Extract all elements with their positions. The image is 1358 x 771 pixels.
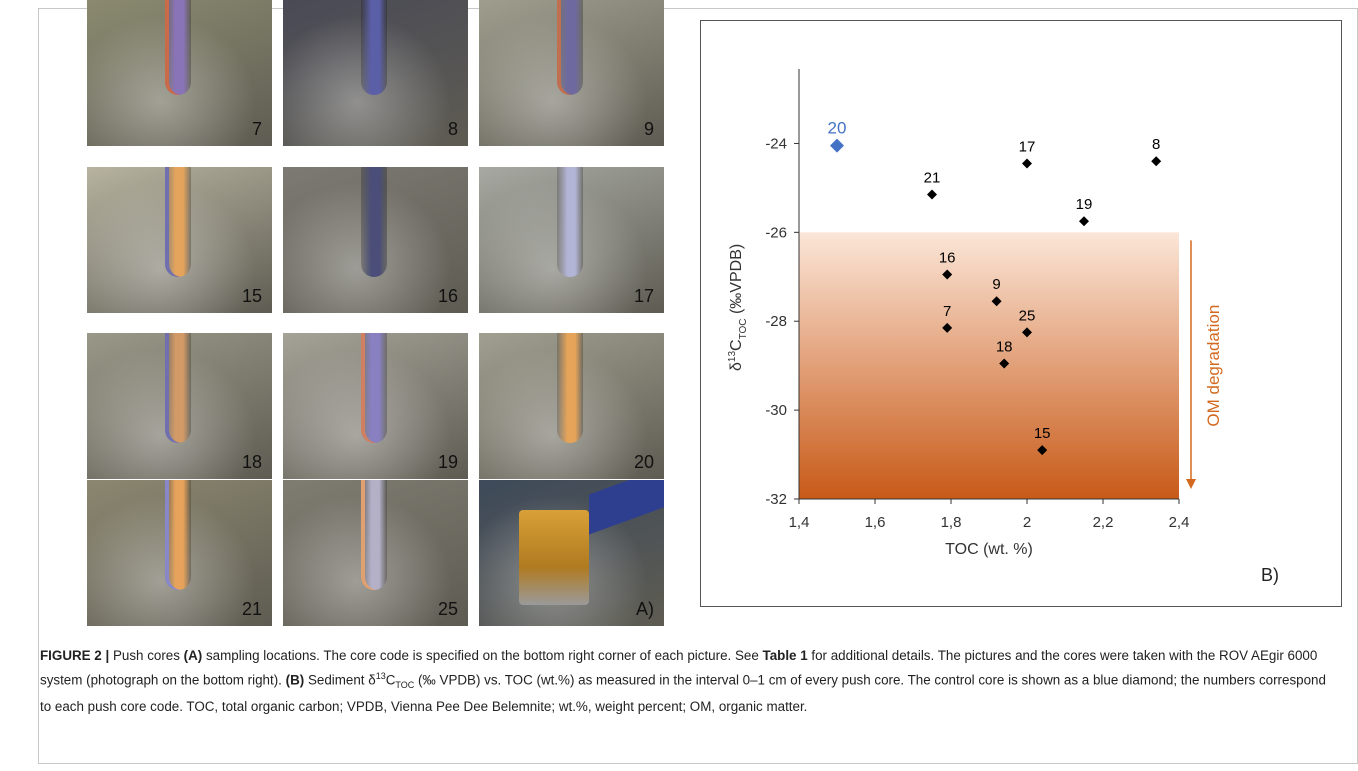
push-core-tube — [361, 167, 387, 277]
push-core-tube — [361, 480, 387, 590]
y-tick-label: -32 — [765, 491, 787, 508]
core-code-label: 16 — [437, 286, 458, 306]
y-tick-label: -24 — [765, 135, 787, 152]
chart-panel: 1,4 1,6 1,8 2 2,2 2,4 -24 -26 -28 -30 -32 TOC (wt. … — [700, 20, 1342, 607]
push-core-tube — [165, 480, 191, 590]
core-code-label: 7 — [251, 119, 262, 139]
scatter-chart: 1,4 1,6 1,8 2 2,2 2,4 -24 -26 -28 -30 -32 TOC (wt. … — [727, 69, 1279, 585]
data-point-25 — [1022, 327, 1032, 338]
core-photo-8: 8 — [283, 0, 468, 146]
core-code-label: 19 — [437, 452, 458, 472]
figure-caption: FIGURE 2 | Push cores (A) sampling locat… — [40, 645, 1340, 717]
core-code-label: 21 — [241, 599, 262, 619]
core-photo-25: 25 — [283, 480, 468, 626]
core-photo-16: 16 — [283, 167, 468, 313]
data-point-label-17: 17 — [1019, 138, 1036, 155]
caption-sup-13: 13 — [375, 671, 386, 681]
degradation-arrow-head — [1186, 479, 1196, 489]
core-photo-21: 21 — [87, 480, 272, 626]
push-core-tube — [361, 0, 387, 95]
core-code-label: 25 — [437, 599, 458, 619]
x-tick-label: 2 — [1023, 514, 1031, 531]
data-point-label-9: 9 — [992, 276, 1000, 293]
caption-panel-a: (A) — [183, 648, 203, 663]
x-tick-label: 1,8 — [941, 514, 962, 531]
core-photo-7: 7 — [87, 0, 272, 146]
degradation-arrow-label: OM degradation — [1204, 305, 1223, 427]
push-core-tube — [557, 167, 583, 277]
x-axis-label: TOC (wt. %) — [945, 541, 1033, 558]
data-point-18 — [999, 358, 1010, 369]
caption-sub-toc: TOC — [395, 680, 415, 691]
caption-text-4: Sediment δ — [304, 672, 376, 688]
push-core-tube — [361, 333, 387, 443]
push-core-tube — [165, 167, 191, 277]
data-point-16 — [942, 269, 953, 280]
caption-text-5: C — [385, 672, 396, 688]
core-photo-17: 17 — [479, 167, 664, 313]
rov-vehicle — [519, 510, 589, 605]
core-photo-9: 9 — [479, 0, 664, 146]
caption-text-3: for additional details. The pictures and… — [40, 648, 1318, 688]
data-point-15 — [1037, 445, 1048, 456]
push-core-tube — [557, 333, 583, 443]
data-point-label-18: 18 — [996, 338, 1013, 355]
push-core-tube — [557, 0, 583, 95]
core-photo-20: 20 — [479, 333, 664, 479]
data-point-label-21: 21 — [924, 170, 941, 187]
push-core-tube — [165, 333, 191, 443]
data-point-9 — [991, 296, 1002, 307]
y-tick-label: -26 — [765, 224, 787, 241]
data-point-17 — [1022, 158, 1032, 169]
core-code-label: 8 — [447, 119, 458, 139]
data-point-label-7: 7 — [943, 303, 951, 320]
caption-text-1: Push cores — [109, 648, 184, 663]
core-photo-18: 18 — [87, 333, 272, 479]
x-tick-label: 2,2 — [1093, 514, 1114, 531]
data-point-7 — [942, 322, 953, 333]
data-point-8 — [1151, 156, 1162, 167]
x-tick-label: 2,4 — [1169, 514, 1190, 531]
data-point-label-19: 19 — [1076, 196, 1093, 213]
caption-table-ref[interactable]: Table 1 — [762, 648, 808, 663]
core-code-label: 15 — [241, 286, 262, 306]
photo-grid: 7 8 9 15 16 17 18 19 20 21 25 A) — [87, 0, 665, 633]
data-point-label-16: 16 — [939, 250, 956, 267]
core-code-label: 18 — [241, 452, 262, 472]
core-code-label: 9 — [643, 119, 654, 139]
y-tick-label: -30 — [765, 402, 787, 419]
caption-text-6: (‰ VPDB) vs. TOC (wt.%) as measured in t… — [40, 672, 1326, 715]
push-core-tube — [165, 0, 191, 95]
core-photo-A: A) — [479, 480, 664, 626]
degradation-shaded-region — [799, 232, 1179, 500]
caption-panel-b: (B) — [285, 672, 305, 688]
data-point-20 — [830, 138, 844, 153]
core-code-label: A) — [636, 599, 654, 619]
x-tick-label: 1,6 — [865, 514, 886, 531]
core-code-label: 20 — [633, 452, 654, 472]
data-point-19 — [1079, 216, 1089, 227]
core-code-label: 17 — [633, 286, 654, 306]
data-point-21 — [927, 189, 937, 200]
caption-figure-label: FIGURE 2 | — [40, 648, 110, 663]
y-tick-label: -28 — [765, 313, 787, 330]
caption-text-2: sampling locations. The core code is spe… — [202, 648, 763, 663]
data-point-label-20: 20 — [828, 119, 847, 138]
data-point-label-25: 25 — [1019, 307, 1036, 324]
core-photo-19: 19 — [283, 333, 468, 479]
x-tick-label: 1,4 — [789, 514, 810, 531]
data-point-label-15: 15 — [1034, 425, 1051, 442]
core-photo-15: 15 — [87, 167, 272, 313]
data-point-label-8: 8 — [1152, 136, 1160, 153]
panel-label-b: B) — [1261, 565, 1279, 585]
y-axis-label: δ13CTOC (‰VPDB) — [727, 244, 749, 371]
